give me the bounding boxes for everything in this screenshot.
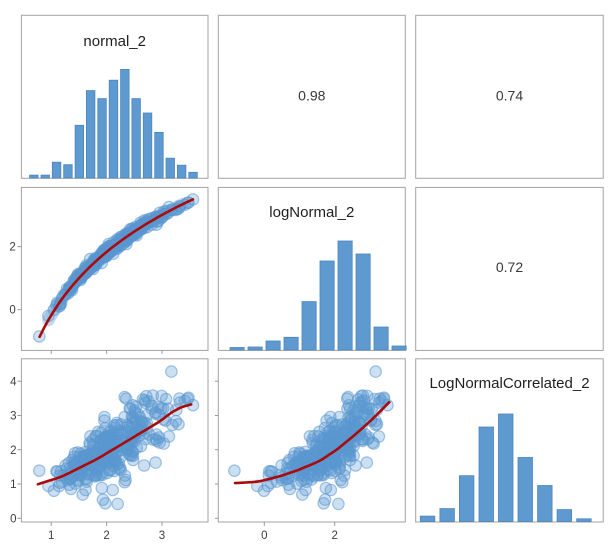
svg-text:0: 0 bbox=[10, 513, 16, 525]
svg-text:2: 2 bbox=[331, 530, 337, 542]
svg-text:3: 3 bbox=[10, 411, 16, 423]
svg-text:1: 1 bbox=[10, 479, 16, 491]
svg-text:4: 4 bbox=[10, 376, 17, 388]
svg-text:2: 2 bbox=[103, 530, 109, 542]
svg-text:0.74: 0.74 bbox=[496, 88, 523, 104]
svg-text:0.98: 0.98 bbox=[298, 88, 325, 104]
svg-text:0: 0 bbox=[261, 530, 267, 542]
svg-text:normal_2: normal_2 bbox=[83, 33, 146, 50]
svg-text:LogNormalCorrelated_2: LogNormalCorrelated_2 bbox=[429, 375, 589, 392]
svg-text:2: 2 bbox=[9, 242, 15, 254]
svg-text:0.72: 0.72 bbox=[496, 259, 523, 275]
svg-text:1: 1 bbox=[48, 530, 54, 542]
svg-text:logNormal_2: logNormal_2 bbox=[269, 204, 354, 221]
svg-text:3: 3 bbox=[159, 530, 165, 542]
svg-text:0: 0 bbox=[9, 305, 15, 317]
svg-text:2: 2 bbox=[10, 445, 16, 457]
